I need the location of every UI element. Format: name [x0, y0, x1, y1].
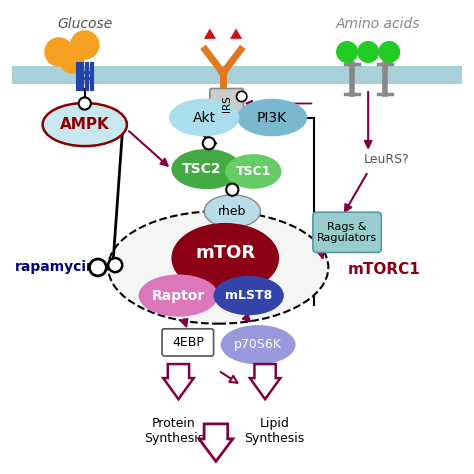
Circle shape — [45, 38, 73, 66]
FancyBboxPatch shape — [313, 212, 381, 253]
Text: mTOR: mTOR — [195, 245, 255, 263]
Circle shape — [203, 137, 215, 149]
Text: rapamycin: rapamycin — [15, 260, 96, 274]
Ellipse shape — [214, 276, 284, 315]
Circle shape — [337, 42, 357, 62]
Text: TSC1: TSC1 — [236, 165, 271, 178]
Circle shape — [79, 97, 91, 109]
Circle shape — [60, 50, 84, 73]
Polygon shape — [250, 364, 280, 399]
Text: rheb: rheb — [218, 205, 246, 218]
Ellipse shape — [138, 274, 218, 317]
Ellipse shape — [225, 154, 282, 189]
Text: Akt: Akt — [192, 110, 216, 125]
Text: LeuRS?: LeuRS? — [364, 153, 410, 166]
Text: Protein
Synthesis: Protein Synthesis — [144, 417, 204, 446]
Circle shape — [358, 42, 378, 62]
Ellipse shape — [172, 223, 279, 293]
Text: Raptor: Raptor — [152, 289, 205, 302]
Text: Rags &
Ragulators: Rags & Ragulators — [317, 221, 377, 243]
Circle shape — [71, 31, 99, 59]
FancyBboxPatch shape — [210, 89, 244, 119]
Text: IRS: IRS — [222, 95, 232, 112]
Circle shape — [379, 42, 400, 62]
Circle shape — [108, 258, 122, 272]
Bar — [12, 66, 462, 84]
Text: mTORC1: mTORC1 — [348, 262, 421, 277]
Ellipse shape — [237, 99, 307, 137]
Text: mLST8: mLST8 — [225, 289, 273, 302]
Circle shape — [237, 91, 247, 101]
Text: Glucose: Glucose — [57, 17, 112, 31]
Polygon shape — [163, 364, 194, 399]
Polygon shape — [204, 28, 216, 39]
Text: Lipid
Synthesis: Lipid Synthesis — [245, 417, 305, 446]
Ellipse shape — [43, 103, 127, 146]
Text: Amino acids: Amino acids — [335, 17, 420, 31]
Text: TSC2: TSC2 — [182, 162, 222, 176]
Circle shape — [226, 183, 238, 196]
Ellipse shape — [172, 149, 242, 189]
Ellipse shape — [220, 325, 296, 365]
Ellipse shape — [204, 195, 260, 228]
Text: p70S6K: p70S6K — [234, 338, 282, 351]
Polygon shape — [199, 424, 233, 461]
Polygon shape — [230, 28, 242, 39]
Circle shape — [90, 259, 106, 276]
Text: 4EBP: 4EBP — [172, 336, 204, 349]
FancyBboxPatch shape — [162, 329, 214, 356]
Text: AMPK: AMPK — [60, 117, 109, 132]
Text: PI3K: PI3K — [257, 110, 287, 125]
Ellipse shape — [108, 211, 328, 324]
Ellipse shape — [169, 99, 239, 137]
